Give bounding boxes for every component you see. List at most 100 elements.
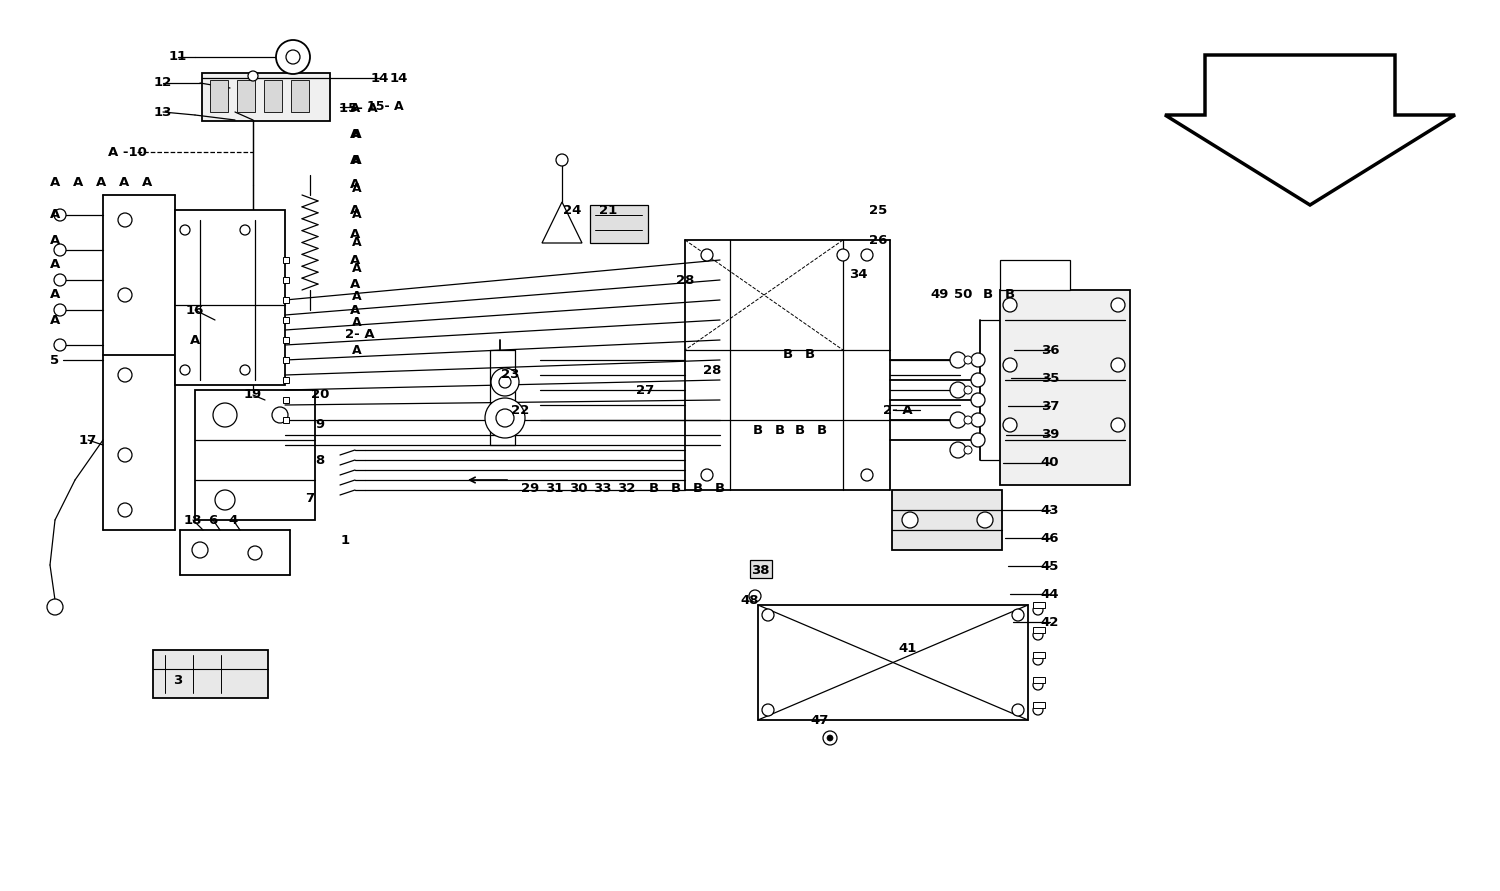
Bar xyxy=(195,390,315,520)
Bar xyxy=(176,210,285,385)
Circle shape xyxy=(824,731,837,745)
Text: 16: 16 xyxy=(186,304,204,316)
Bar xyxy=(284,417,290,423)
Text: 2- A: 2- A xyxy=(884,404,914,416)
Text: B: B xyxy=(716,481,724,495)
Text: 26: 26 xyxy=(868,233,886,247)
Text: A: A xyxy=(350,228,360,241)
Circle shape xyxy=(970,433,986,447)
Text: 37: 37 xyxy=(1041,399,1059,413)
Text: 15- A: 15- A xyxy=(339,102,378,115)
Text: 47: 47 xyxy=(812,714,830,726)
Circle shape xyxy=(837,249,849,261)
Text: 42: 42 xyxy=(1041,616,1059,628)
Text: B: B xyxy=(1005,289,1016,301)
Text: B: B xyxy=(693,481,703,495)
Bar xyxy=(1034,652,1046,658)
Text: A: A xyxy=(350,254,360,266)
Circle shape xyxy=(964,446,972,454)
Bar xyxy=(892,490,1002,550)
Bar xyxy=(264,80,282,112)
Text: 8: 8 xyxy=(315,454,324,467)
Text: 48: 48 xyxy=(741,593,759,607)
Bar xyxy=(284,337,290,343)
Text: A: A xyxy=(352,316,362,330)
Text: 23: 23 xyxy=(501,369,519,381)
Text: B: B xyxy=(818,423,827,437)
Bar xyxy=(284,277,290,283)
Circle shape xyxy=(748,590,760,602)
Text: A: A xyxy=(74,176,82,190)
Circle shape xyxy=(1013,704,1025,716)
Bar xyxy=(284,257,290,263)
Text: 22: 22 xyxy=(512,404,530,416)
Bar xyxy=(1034,702,1046,708)
Text: 18: 18 xyxy=(184,513,202,527)
Bar xyxy=(153,650,268,698)
Text: 36: 36 xyxy=(1041,344,1059,356)
Circle shape xyxy=(950,442,966,458)
Circle shape xyxy=(1034,630,1042,640)
Circle shape xyxy=(964,416,972,424)
Circle shape xyxy=(118,368,132,382)
Bar xyxy=(1000,290,1130,485)
Text: 45: 45 xyxy=(1041,560,1059,573)
Text: 40: 40 xyxy=(1041,456,1059,470)
Text: 32: 32 xyxy=(616,481,634,495)
Circle shape xyxy=(700,469,712,481)
Text: 7: 7 xyxy=(306,492,315,504)
Bar xyxy=(1034,602,1046,608)
Circle shape xyxy=(1013,609,1025,621)
Text: B: B xyxy=(795,423,806,437)
Text: 20: 20 xyxy=(310,388,328,402)
Circle shape xyxy=(490,368,519,396)
Text: 46: 46 xyxy=(1041,532,1059,544)
Text: A: A xyxy=(118,176,129,190)
Text: A: A xyxy=(352,182,362,194)
Bar xyxy=(284,317,290,323)
Circle shape xyxy=(272,407,288,423)
Circle shape xyxy=(180,225,190,235)
Circle shape xyxy=(950,412,966,428)
Circle shape xyxy=(1112,358,1125,372)
Circle shape xyxy=(54,304,66,316)
Text: 49: 49 xyxy=(932,289,950,301)
Circle shape xyxy=(1112,298,1125,312)
Text: 9: 9 xyxy=(315,419,324,431)
Text: B: B xyxy=(776,423,784,437)
Text: A: A xyxy=(50,233,60,247)
Text: 14: 14 xyxy=(370,71,388,85)
Text: A: A xyxy=(352,344,362,356)
Circle shape xyxy=(240,225,250,235)
Text: 30: 30 xyxy=(568,481,588,495)
Circle shape xyxy=(964,356,972,364)
Circle shape xyxy=(213,403,237,427)
Circle shape xyxy=(1034,655,1042,665)
Circle shape xyxy=(54,244,66,256)
Text: 4: 4 xyxy=(228,513,237,527)
Text: A: A xyxy=(350,128,360,142)
Circle shape xyxy=(500,376,512,388)
Circle shape xyxy=(1112,418,1125,432)
Text: A: A xyxy=(352,263,362,275)
Bar xyxy=(1034,627,1046,633)
Text: A: A xyxy=(350,153,360,167)
Text: 3: 3 xyxy=(174,674,183,686)
Circle shape xyxy=(970,373,986,387)
Circle shape xyxy=(556,154,568,166)
Bar xyxy=(1034,677,1046,683)
Bar xyxy=(237,80,255,112)
Text: 13: 13 xyxy=(154,105,172,119)
Circle shape xyxy=(762,609,774,621)
Text: 33: 33 xyxy=(592,481,612,495)
Bar xyxy=(1000,260,1070,290)
Bar xyxy=(284,377,290,383)
Text: 28: 28 xyxy=(704,364,722,377)
Circle shape xyxy=(276,40,310,74)
Bar xyxy=(284,297,290,303)
Circle shape xyxy=(248,546,262,560)
Circle shape xyxy=(180,365,190,375)
Text: 15- A: 15- A xyxy=(368,101,404,113)
Text: B: B xyxy=(753,423,764,437)
Circle shape xyxy=(970,393,986,407)
